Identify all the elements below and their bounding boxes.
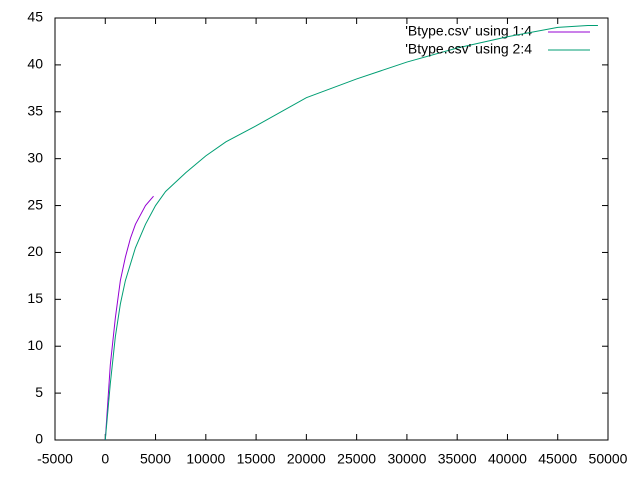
y-tick-label: 35 — [27, 102, 43, 118]
x-tick-label: 5000 — [140, 451, 171, 467]
x-tick-label: 20000 — [287, 451, 326, 467]
y-tick-label: 5 — [35, 384, 43, 400]
x-tick-label: 15000 — [237, 451, 276, 467]
x-tick-label: 40000 — [488, 451, 527, 467]
y-tick-label: 40 — [27, 56, 43, 72]
plot-frame — [54, 17, 609, 441]
x-tick-label: 35000 — [438, 451, 477, 467]
y-tick-label: 20 — [27, 243, 43, 259]
x-tick-label: 0 — [101, 451, 109, 467]
legend-label: 'Btype.csv' using 2:4 — [405, 41, 532, 57]
legend-label: 'Btype.csv' using 1:4 — [405, 23, 532, 39]
y-tick-label: 45 — [27, 9, 43, 25]
x-tick-label: 45000 — [538, 451, 577, 467]
x-tick-label: 10000 — [186, 451, 225, 467]
series-line — [104, 25, 598, 441]
y-tick-label: 30 — [27, 149, 43, 165]
x-tick-label: -5000 — [37, 451, 73, 467]
x-tick-label: 30000 — [387, 451, 426, 467]
x-tick-label: 50000 — [589, 451, 628, 467]
y-tick-label: 0 — [35, 431, 43, 447]
y-tick-label: 10 — [27, 337, 43, 353]
series-line — [104, 195, 154, 441]
y-tick-label: 15 — [27, 290, 43, 306]
x-tick-label: 25000 — [337, 451, 376, 467]
y-tick-label: 25 — [27, 196, 43, 212]
